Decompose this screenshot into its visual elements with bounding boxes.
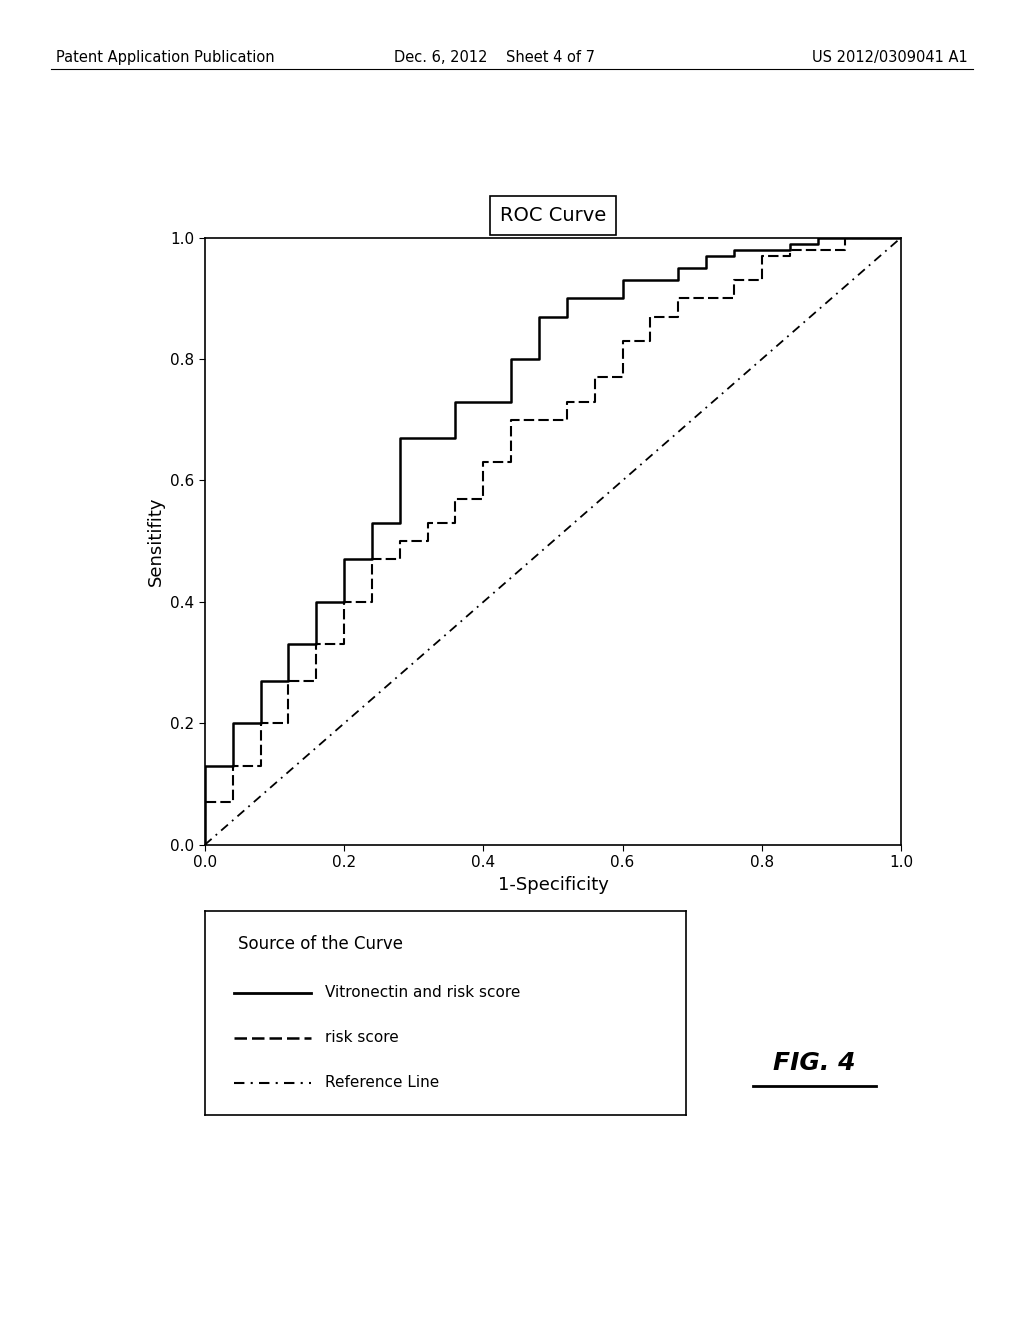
Text: Reference Line: Reference Line: [326, 1076, 439, 1090]
Text: risk score: risk score: [326, 1030, 399, 1045]
Text: FIG. 4: FIG. 4: [773, 1051, 856, 1074]
Title: ROC Curve: ROC Curve: [500, 206, 606, 224]
Y-axis label: Sensitifity: Sensitifity: [146, 496, 165, 586]
X-axis label: 1-Specificity: 1-Specificity: [498, 875, 608, 894]
Text: Patent Application Publication: Patent Application Publication: [56, 50, 275, 65]
Text: US 2012/0309041 A1: US 2012/0309041 A1: [812, 50, 968, 65]
Text: Vitronectin and risk score: Vitronectin and risk score: [326, 985, 520, 1001]
Text: Dec. 6, 2012    Sheet 4 of 7: Dec. 6, 2012 Sheet 4 of 7: [394, 50, 595, 65]
Text: Source of the Curve: Source of the Curve: [239, 936, 403, 953]
